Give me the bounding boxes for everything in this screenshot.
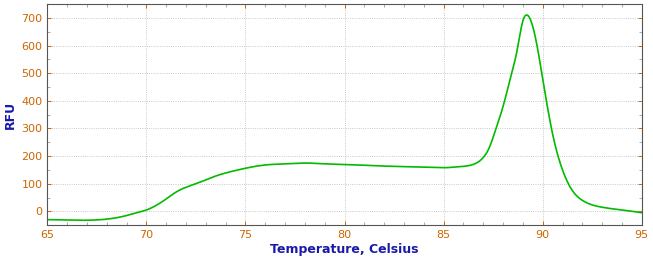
X-axis label: Temperature, Celsius: Temperature, Celsius <box>270 243 419 256</box>
Y-axis label: RFU: RFU <box>4 101 17 129</box>
